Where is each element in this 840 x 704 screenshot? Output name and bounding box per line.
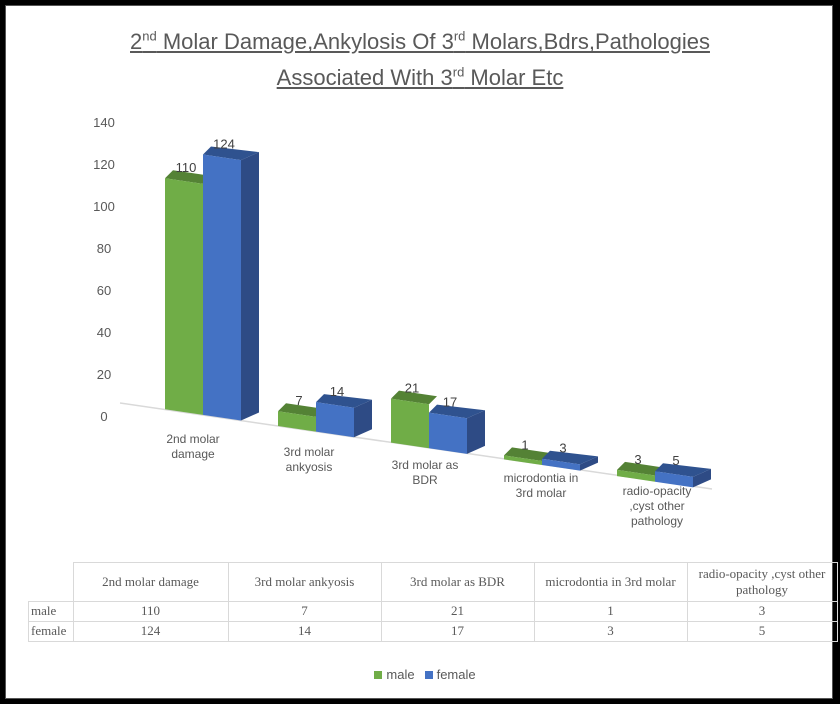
legend-label-female: female [436, 667, 476, 682]
bar-female [429, 412, 467, 454]
legend-label-male: male [386, 667, 415, 682]
bar-side-female [580, 456, 598, 471]
table-cell: 3 [533, 620, 688, 642]
bar-side-female [693, 468, 711, 488]
x-category-label: 3rd molar [516, 486, 567, 500]
table-cell: 21 [380, 600, 535, 622]
x-category-label: ,cyst other [629, 499, 684, 513]
table-column-header: 2nd molar damage [72, 562, 229, 602]
table-cell: 3 [686, 600, 838, 622]
data-label-male: 3 [634, 452, 641, 467]
x-category-label: pathology [631, 514, 683, 528]
bar-top-female [316, 394, 372, 408]
bar-female [655, 471, 693, 488]
table-row-header: female [28, 620, 74, 642]
bar-female [203, 154, 241, 421]
table-cell: 5 [686, 620, 838, 642]
table-row: female 124 14 17 3 5 [28, 620, 838, 642]
data-label-male: 21 [405, 381, 419, 396]
data-label-female: 5 [672, 453, 679, 468]
table-header-row: 2nd molar damage 3rd molar ankyosis 3rd mo… [28, 562, 838, 602]
table-cell: 14 [227, 620, 382, 642]
bar-top-female [542, 450, 598, 465]
y-tick-label: 80 [97, 241, 111, 256]
data-label-female: 17 [443, 395, 457, 410]
bar-male [278, 411, 316, 432]
data-table: 2nd molar damage 3rd molar ankyosis 3rd mo… [28, 562, 838, 642]
bar-top-male [165, 170, 211, 184]
bar-female [316, 402, 354, 438]
x-category-label: ankyosis [286, 460, 333, 474]
bar-top-female [203, 146, 259, 161]
bar-side-female [241, 152, 259, 421]
bar-female [542, 458, 580, 471]
table-column-header: microdontia in 3rd molar [533, 562, 688, 602]
table-column-header: radio-opacity ,cyst other pathology [686, 562, 838, 602]
y-tick-label: 0 [100, 409, 107, 424]
table-column-header: 3rd molar as BDR [380, 562, 535, 602]
legend-swatch-male [374, 671, 383, 679]
table-cell: 110 [72, 600, 229, 622]
x-category-label: damage [171, 447, 215, 461]
bar-side-female [467, 410, 485, 454]
legend-swatch-female [424, 671, 433, 679]
chart-title: 2nd Molar Damage,Ankylosis Of 3rd Molars… [130, 29, 710, 90]
data-label-female: 3 [559, 441, 566, 456]
table-cell: 7 [227, 600, 382, 622]
bar-top-male [504, 447, 550, 462]
data-label-male: 110 [176, 160, 197, 175]
table-cell: 1 [533, 600, 688, 622]
bar-top-male [617, 461, 663, 476]
table-row-header: male [28, 600, 74, 622]
bar-top-female [655, 463, 711, 477]
bar-male [391, 398, 429, 449]
x-category-label: radio-opacity [623, 484, 692, 498]
y-tick-label: 120 [93, 157, 115, 172]
x-category-label: 3rd molar as [392, 458, 459, 472]
bar-top-female [429, 404, 485, 419]
data-label-female: 14 [330, 384, 344, 399]
table-cell: 124 [72, 620, 229, 642]
x-category-label: 2nd molar [166, 432, 219, 446]
x-category-label: BDR [412, 473, 438, 487]
bar-male [504, 455, 542, 466]
table-column-header: 3rd molar ankyosis [227, 562, 382, 602]
bar-side-female [354, 399, 372, 438]
table-cell: 17 [380, 620, 535, 642]
data-label-male: 7 [295, 393, 302, 408]
data-label-male: 1 [521, 437, 528, 452]
bar-male [165, 178, 203, 415]
table-row: male 110 7 21 1 3 [28, 600, 838, 622]
y-tick-label: 20 [97, 367, 111, 382]
y-tick-label: 140 [93, 115, 115, 130]
table-corner [28, 562, 74, 602]
data-label-female: 124 [213, 136, 235, 151]
bar-top-male [278, 403, 324, 417]
y-tick-label: 100 [93, 199, 115, 214]
x-category-label: 3rd molar [284, 445, 335, 459]
y-tick-label: 60 [97, 283, 111, 298]
x-category-label: microdontia in [504, 471, 579, 485]
legend: male female [0, 667, 840, 682]
bar-top-male [391, 390, 437, 405]
y-tick-label: 40 [97, 325, 111, 340]
bar-male [617, 469, 655, 482]
